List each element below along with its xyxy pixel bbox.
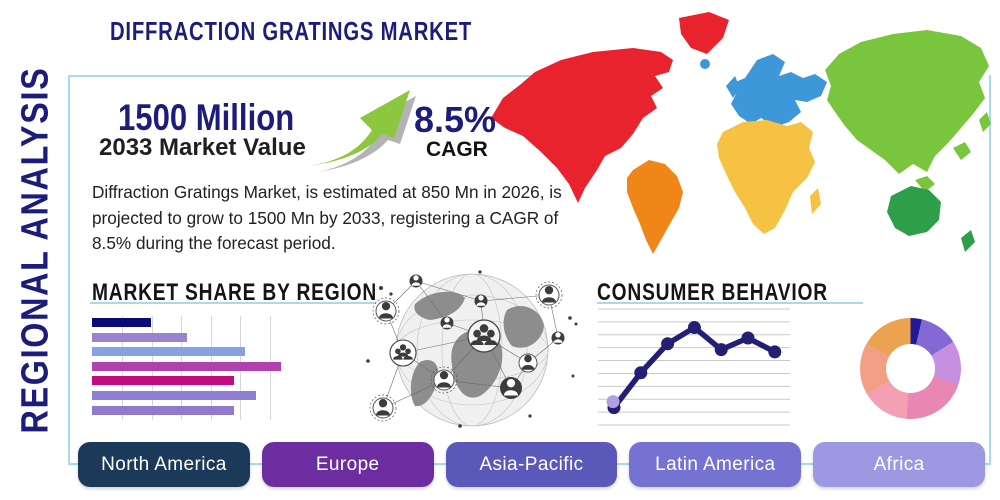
market-value: 1500 Million bbox=[118, 97, 295, 138]
continent-australia bbox=[887, 186, 975, 252]
bar-5 bbox=[92, 376, 234, 386]
bar-3 bbox=[92, 347, 246, 357]
growth-arrow-icon bbox=[308, 84, 420, 177]
bar-7 bbox=[92, 405, 234, 415]
region-button-asia-pacific[interactable]: Asia-Pacific bbox=[445, 442, 618, 487]
continent-iceland bbox=[700, 59, 710, 69]
region-button-north-america[interactable]: North America bbox=[78, 442, 250, 487]
globe-network-graphic bbox=[360, 266, 580, 432]
bar-1 bbox=[92, 318, 151, 327]
world-map bbox=[483, 0, 1000, 262]
continent-asia bbox=[825, 30, 991, 192]
scatter-dots bbox=[366, 270, 578, 428]
bar-4 bbox=[92, 361, 281, 371]
line-chart bbox=[598, 305, 794, 430]
market-value-caption: 2033 Market Value bbox=[99, 134, 306, 161]
continent-europe bbox=[726, 54, 827, 127]
side-label: REGIONAL ANALYSIS bbox=[14, 66, 57, 434]
region-button-latin-america[interactable]: Latin America bbox=[629, 442, 802, 487]
cagr-value: 8.5% bbox=[414, 99, 497, 140]
market-share-underline bbox=[90, 302, 376, 304]
bar-2 bbox=[92, 332, 187, 342]
consumer-behavior-heading: CONSUMER BEHAVIOR bbox=[597, 279, 828, 306]
continent-africa bbox=[717, 120, 821, 234]
bar-chart bbox=[92, 316, 288, 420]
continent-north-america bbox=[491, 12, 729, 203]
page-title: DIFFRACTION GRATINGS MARKET bbox=[110, 16, 473, 46]
region-button-africa[interactable]: Africa bbox=[813, 442, 985, 487]
donut-hole bbox=[886, 344, 935, 393]
region-button-europe[interactable]: Europe bbox=[261, 442, 434, 487]
network-nodes bbox=[369, 274, 565, 422]
cagr-caption: CAGR bbox=[426, 138, 488, 161]
donut-chart bbox=[860, 318, 961, 419]
market-share-heading: MARKET SHARE BY REGION bbox=[92, 279, 378, 306]
continent-south-america bbox=[627, 160, 683, 254]
description-text: Diffraction Gratings Market, is estimate… bbox=[92, 182, 562, 253]
bar-6 bbox=[92, 391, 257, 400]
region-buttons: North America Europe Asia-Pacific Latin Ame… bbox=[78, 442, 985, 487]
consumer-behavior-underline bbox=[597, 302, 863, 304]
